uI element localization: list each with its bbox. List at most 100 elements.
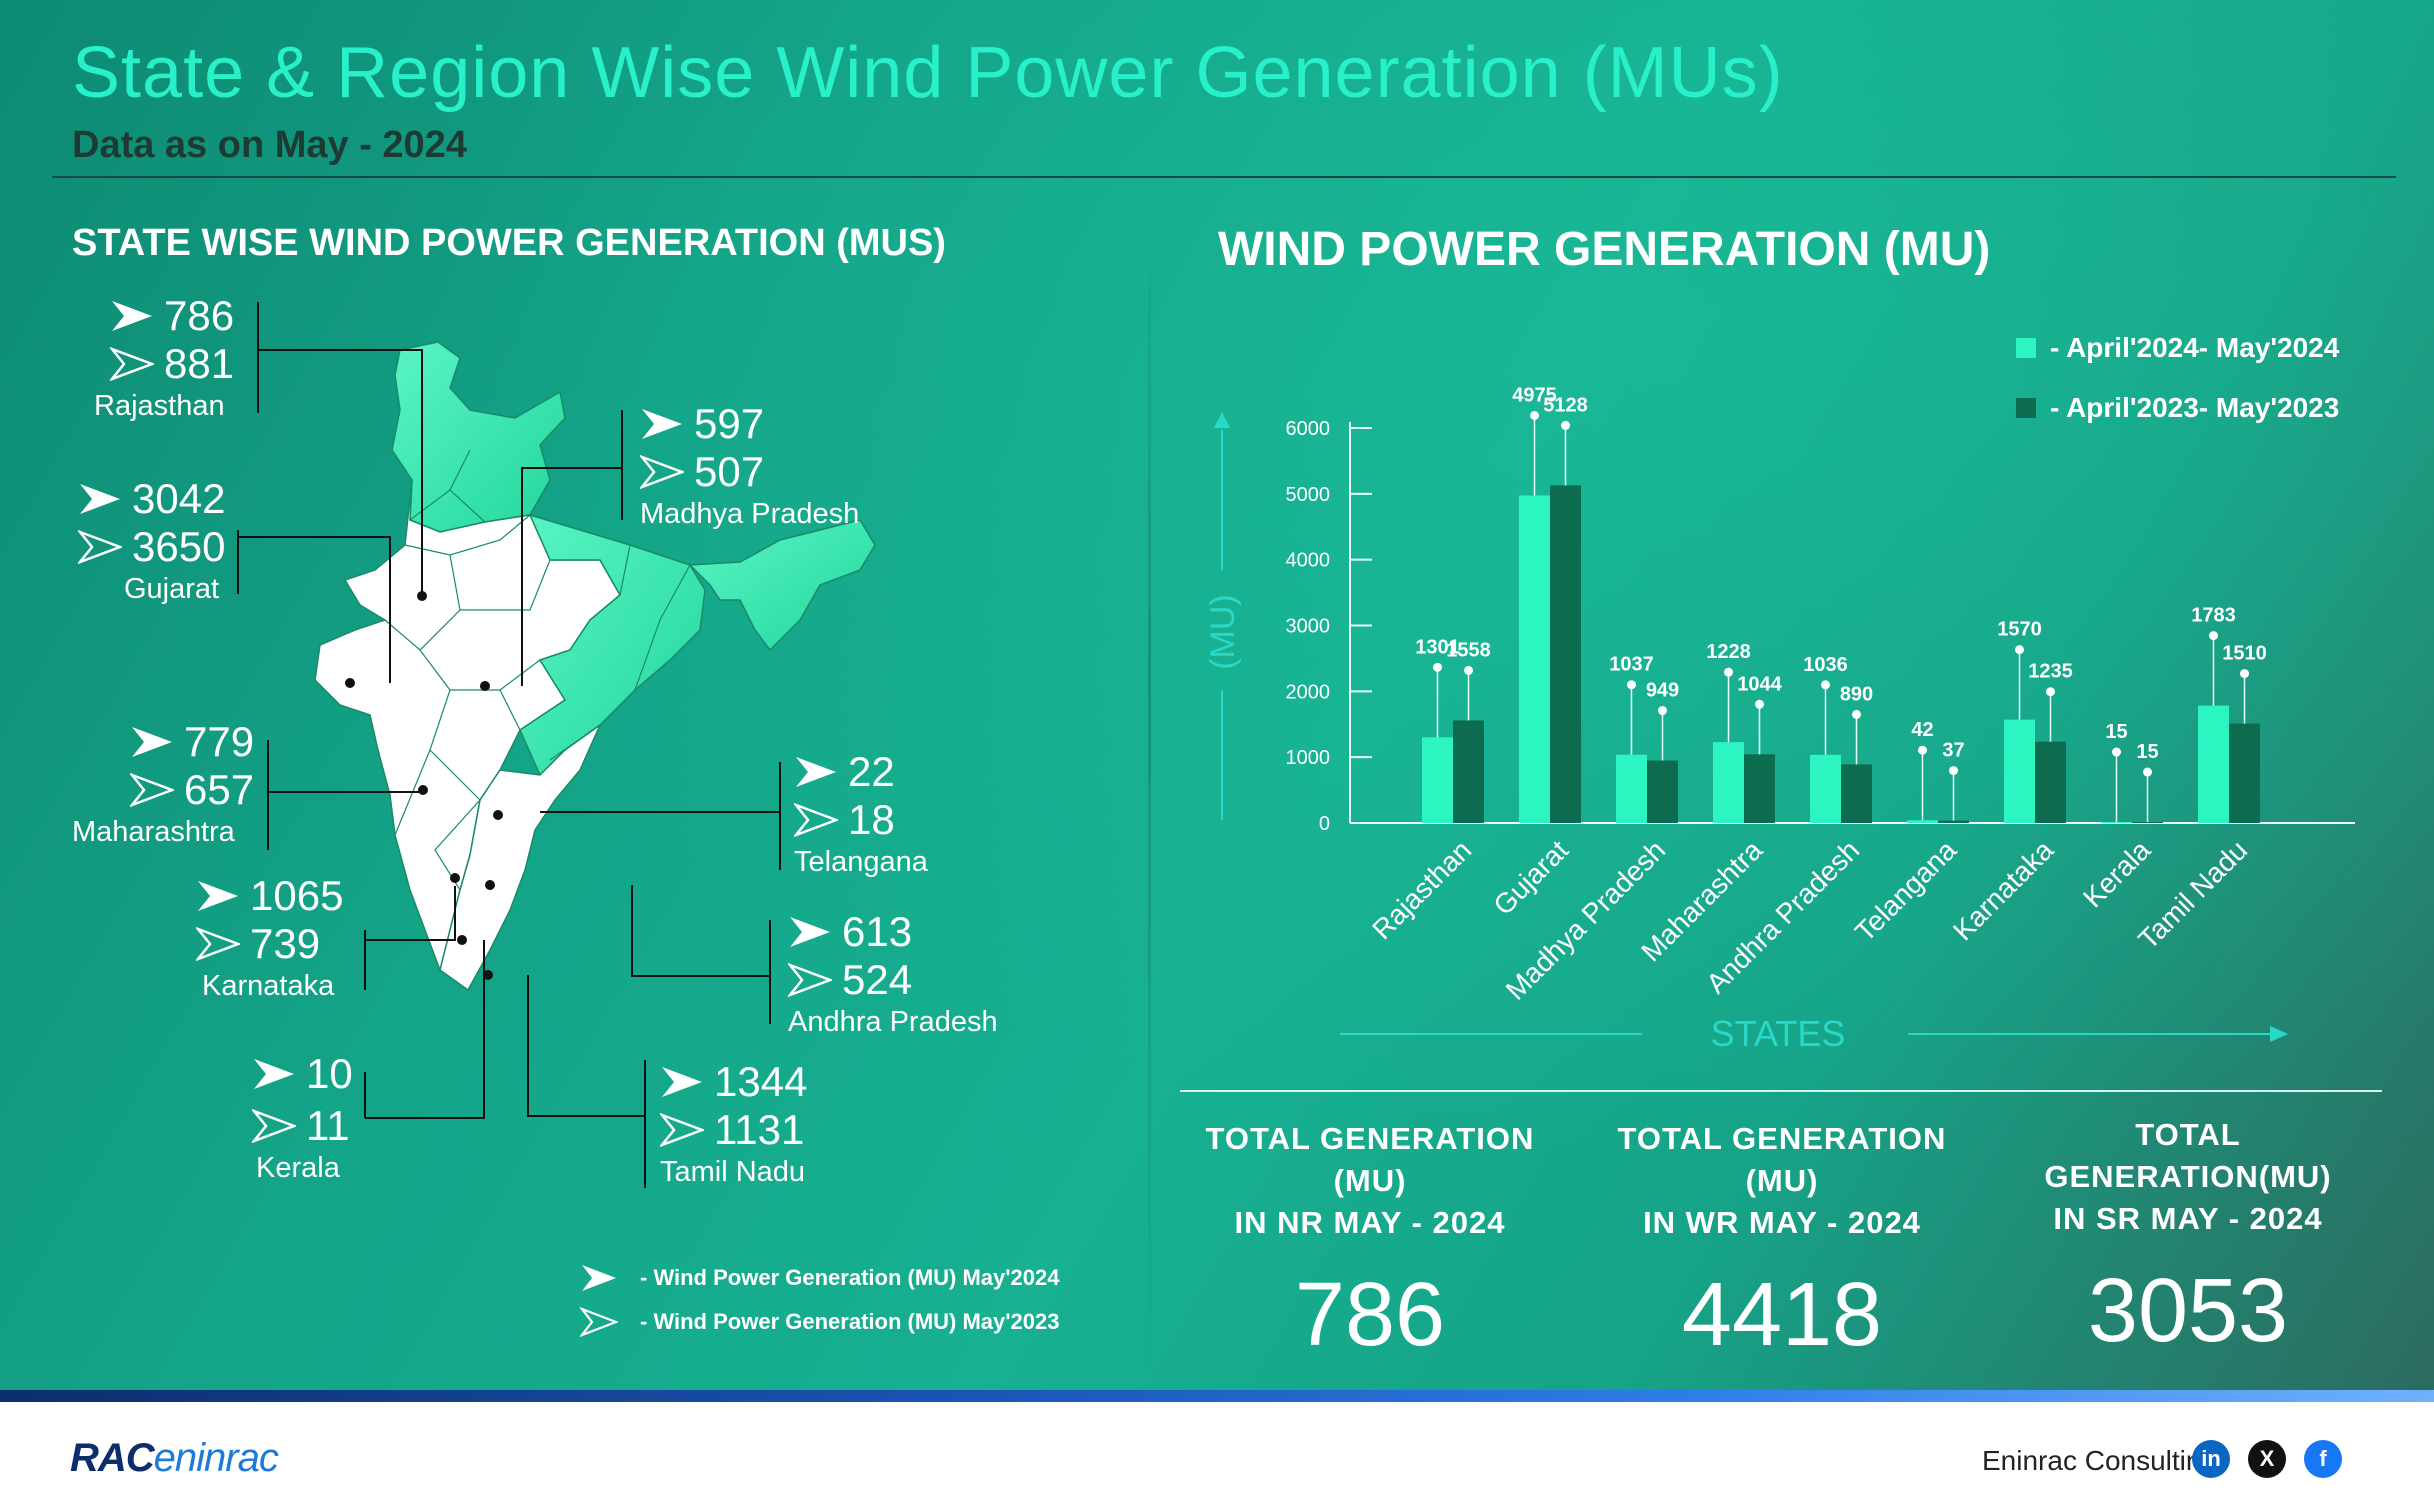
total-sr-line2: IN SR MAY - 2024: [2053, 1201, 2323, 1236]
legend-swatch-previous: [2016, 398, 2036, 418]
solid-arrow-icon: [582, 1265, 616, 1291]
solid-arrow-icon: [198, 881, 238, 911]
data-label: 5128: [1543, 394, 1588, 416]
data-callout-dot: [1627, 680, 1636, 690]
data-label: 1558: [1446, 639, 1491, 661]
data-callout-dot: [1821, 680, 1830, 690]
data-callout-dot: [1561, 420, 1570, 430]
state-label-maharashtra: 779 657 Maharashtra: [72, 718, 254, 849]
x-tick-label: Kerala: [2077, 834, 2156, 913]
totals-divider: [1180, 1090, 2382, 1092]
karnataka-may2023: 739: [250, 920, 321, 967]
eninrac-logo[interactable]: RACeninrac: [70, 1436, 279, 1481]
state-label-tamil-nadu: 1344 1131 Tamil Nadu: [660, 1058, 807, 1189]
total-nr-line1: TOTAL GENERATION (MU): [1205, 1121, 1535, 1198]
total-sr-line1: TOTAL GENERATION(MU): [2044, 1117, 2332, 1194]
solid-arrow-icon: [132, 727, 172, 757]
x-tick-label: Telangana: [1849, 834, 1963, 948]
logo-sub-text: eninrac: [153, 1436, 279, 1480]
outline-arrow-icon: [252, 1109, 296, 1143]
map-north-region: [391, 341, 566, 533]
linkedin-icon[interactable]: in: [2192, 1440, 2230, 1478]
telangana-may2024: 22: [848, 748, 895, 795]
y-tick-label: 6000: [1286, 418, 1331, 440]
telangana-may2023: 18: [848, 796, 895, 843]
rajasthan-name: Rajasthan: [94, 390, 225, 422]
telangana-name: Telangana: [794, 846, 928, 878]
data-callout-dot: [2015, 645, 2024, 655]
bar-gujarat-s1: [1550, 485, 1581, 823]
bar-maharashtra-s0: [1713, 742, 1744, 823]
y-tick-label: 2000: [1286, 681, 1331, 703]
state-label-telangana: 22 18 Telangana: [794, 748, 928, 879]
chart-heading: WIND POWER GENERATION (MU): [1218, 223, 1991, 276]
data-callout-dot: [1755, 699, 1764, 709]
bar-madhya-pradesh-s1: [1647, 760, 1678, 823]
x-icon[interactable]: X: [2248, 1440, 2286, 1478]
total-wr-line2: IN WR MAY - 2024: [1643, 1205, 1921, 1240]
outline-arrow-icon: [794, 803, 838, 837]
wind-generation-bar-chart: 0100020003000400050006000(MU)STATES13011…: [1204, 384, 2355, 1054]
madhya-pradesh-name: Madhya Pradesh: [640, 498, 860, 530]
outline-arrow-icon: [196, 927, 240, 961]
data-callout-dot: [1530, 410, 1539, 420]
state-wise-heading: STATE WISE WIND POWER GENERATION (MUS): [72, 222, 946, 264]
bar-rajasthan-s1: [1453, 720, 1484, 823]
maharashtra-name: Maharashtra: [72, 816, 235, 848]
chart-legend: - April'2024- May'2024 - April'2023- May…: [2016, 318, 2339, 438]
outline-arrow-icon: [130, 773, 174, 807]
x-axis-label: STATES: [1711, 1013, 1846, 1054]
total-wr-line1: TOTAL GENERATION (MU): [1617, 1121, 1947, 1198]
kerala-name: Kerala: [256, 1152, 340, 1184]
data-label: 1036: [1803, 654, 1848, 676]
map-legend-previous: - Wind Power Generation (MU) May'2023: [640, 1309, 1060, 1334]
bar-kerala-s0: [2101, 822, 2132, 824]
solid-arrow-icon: [112, 301, 152, 331]
total-sr: TOTAL GENERATION(MU) IN SR MAY - 2024 30…: [1988, 1114, 2388, 1363]
data-label: 4975: [1512, 384, 1557, 406]
outline-arrow-icon: [640, 455, 684, 489]
data-label: 15: [2136, 741, 2158, 763]
state-label-andhra-pradesh: 613 524 Andhra Pradesh: [788, 908, 998, 1039]
legend-swatch-current: [2016, 338, 2036, 358]
map-legend-current: - Wind Power Generation (MU) May'2024: [640, 1265, 1060, 1290]
outline-arrow-icon: [660, 1113, 704, 1147]
solid-arrow-icon: [80, 484, 120, 514]
bar-tamil-nadu-s1: [2229, 723, 2260, 823]
outline-arrow-icon: [78, 530, 122, 564]
data-callout-dot: [1918, 745, 1927, 755]
facebook-icon[interactable]: f: [2304, 1440, 2342, 1478]
x-tick-label: Rajasthan: [1366, 834, 1477, 945]
data-callout-dot: [1658, 706, 1667, 716]
state-label-gujarat: 3042 3650 Gujarat: [78, 475, 225, 606]
gujarat-may2023: 3650: [132, 523, 226, 570]
solid-arrow-icon: [254, 1059, 294, 1089]
tamil-nadu-may2024: 1344: [714, 1058, 808, 1105]
data-label: 1044: [1737, 673, 1782, 695]
solid-arrow-icon: [796, 757, 836, 787]
bar-gujarat-s0: [1519, 495, 1550, 823]
state-label-rajasthan: 786 881 Rajasthan: [90, 292, 234, 423]
footer-color-bar: [0, 1390, 2434, 1402]
total-nr-value: 786: [1294, 1265, 1446, 1365]
tamil-nadu-may2023: 1131: [714, 1106, 805, 1153]
data-label: 1228: [1706, 641, 1751, 663]
rajasthan-may2023: 881: [164, 340, 235, 387]
data-callout-dot: [1433, 662, 1442, 672]
y-tick-label: 1000: [1286, 747, 1331, 769]
data-label: 1570: [1997, 619, 2042, 641]
madhya-pradesh-may2024: 597: [694, 400, 765, 447]
solid-arrow-icon: [642, 409, 682, 439]
bar-telangana-s1: [1938, 820, 1969, 823]
data-label: 949: [1646, 680, 1679, 702]
gujarat-name: Gujarat: [124, 573, 220, 605]
x-tick-label: Gujarat: [1487, 834, 1574, 921]
y-tick-label: 5000: [1286, 484, 1331, 506]
total-wr-value: 4418: [1681, 1265, 1883, 1365]
data-callout-dot: [1464, 665, 1473, 675]
x-axis-arrow-head: [2270, 1026, 2288, 1042]
page-subtitle: Data as on May - 2024: [72, 124, 467, 166]
total-sr-value: 3053: [2087, 1261, 2289, 1361]
madhya-pradesh-may2023: 507: [694, 448, 765, 495]
bar-rajasthan-s0: [1422, 737, 1453, 823]
